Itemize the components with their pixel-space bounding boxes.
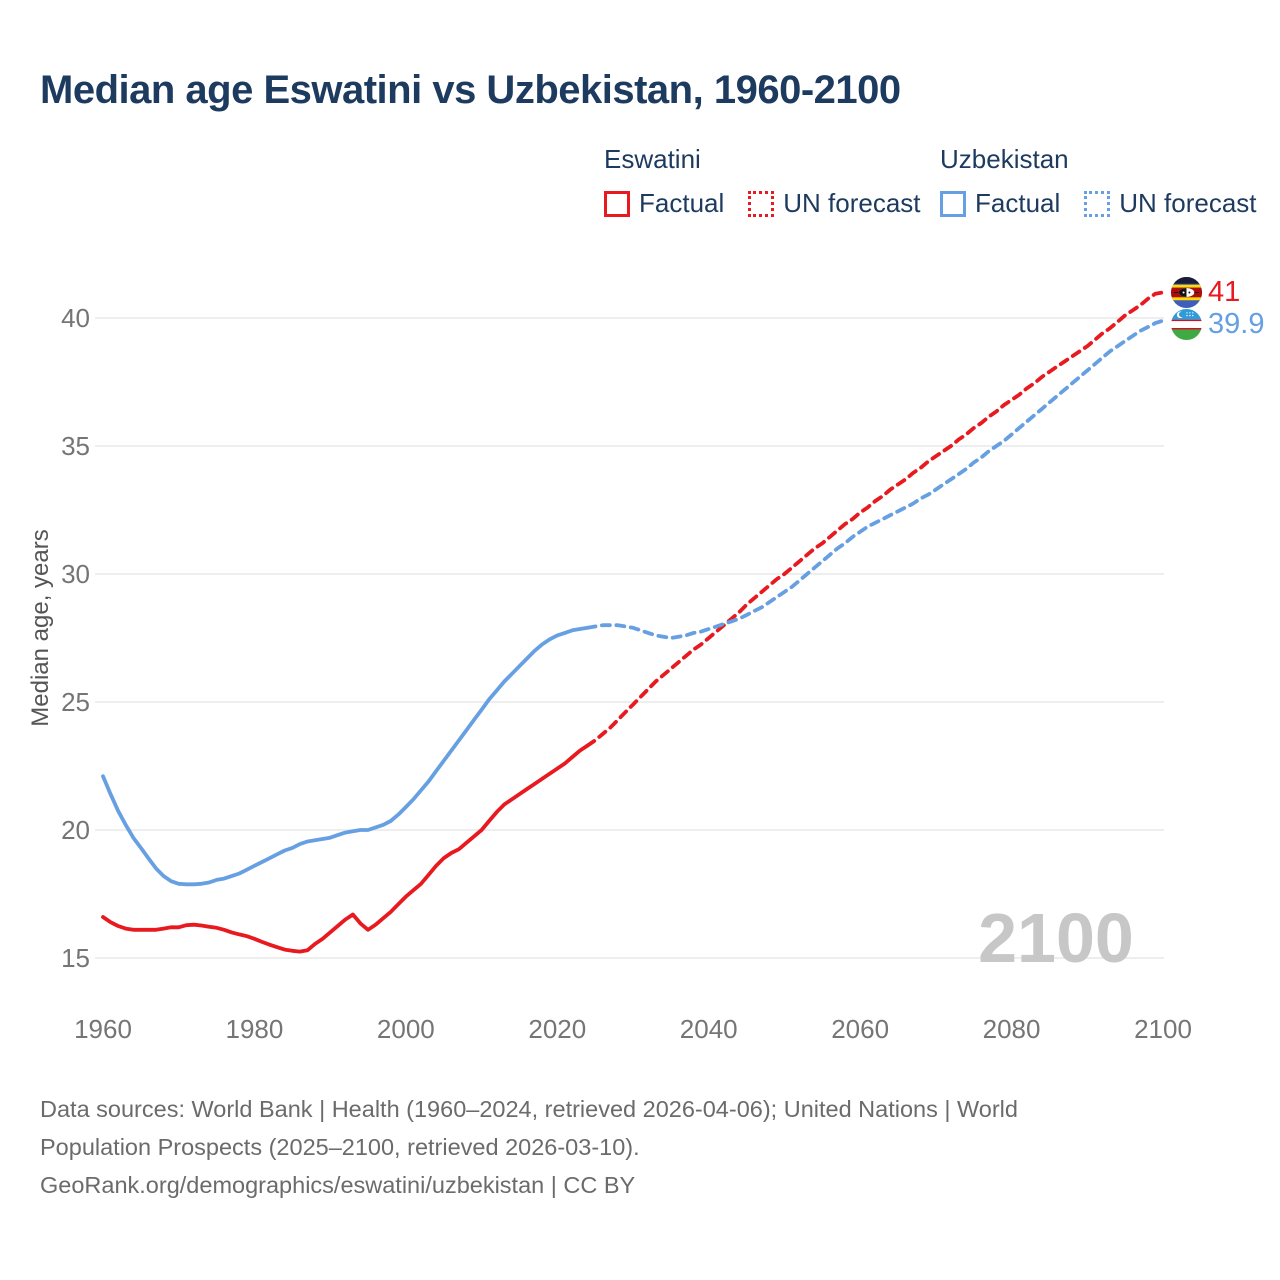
y-tick-label: 40 (61, 303, 90, 333)
y-tick-label: 25 (61, 687, 90, 717)
eswatini-forecast-swatch-icon (748, 190, 775, 217)
uzbekistan-end-value: 39.9 (1208, 308, 1265, 340)
footer-line-3: GeoRank.org/demographics/eswatini/uzbeki… (40, 1172, 636, 1198)
footer-line-2: Population Prospects (2025–2100, retriev… (40, 1134, 640, 1160)
series-uzbekistan-factual (101, 625, 590, 887)
legend-header-uzbekistan: Uzbekistan (940, 144, 1069, 174)
x-tick-label: 1980 (226, 1014, 284, 1044)
page-title: Median age Eswatini vs Uzbekistan, 1960-… (40, 68, 901, 112)
x-tick-label: 1960 (74, 1014, 132, 1044)
footer-line-1: Data sources: World Bank | Health (1960–… (40, 1096, 1018, 1122)
year-watermark: 2100 (978, 899, 1134, 977)
legend-label: Factual (975, 188, 1061, 218)
eswatini-end-value: 41 (1208, 276, 1241, 308)
series-eswatini-un-forecast (585, 290, 1165, 748)
x-tick-label: 2000 (377, 1014, 435, 1044)
y-axis-title: Median age, years (27, 529, 54, 726)
legend-group-eswatini: Eswatini Factual UN forecast (604, 144, 921, 219)
legend-label: Factual (639, 188, 725, 218)
legend-header-eswatini: Eswatini (604, 144, 701, 174)
legend-item-eswatini-factual: Factual (604, 188, 724, 219)
y-tick-label: 15 (61, 943, 90, 973)
legend-group-uzbekistan: Uzbekistan Factual UN forecast (940, 144, 1257, 219)
x-tick-label: 2040 (680, 1014, 738, 1044)
legend-item-eswatini-forecast: UN forecast (748, 188, 921, 219)
series-eswatini-factual (101, 743, 590, 954)
x-tick-label: 2100 (1134, 1014, 1192, 1044)
x-tick-label: 2080 (983, 1014, 1041, 1044)
legend-item-uzbekistan-forecast: UN forecast (1084, 188, 1257, 219)
eswatini-flag-icon (1171, 276, 1202, 308)
uzbekistan-flag-icon (1171, 308, 1202, 340)
eswatini-end-label: 41 (1171, 276, 1240, 308)
eswatini-factual-swatch-icon (604, 190, 630, 217)
legend-item-uzbekistan-factual: Factual (940, 188, 1060, 219)
uzbekistan-forecast-swatch-icon (1084, 190, 1111, 217)
legend-label: UN forecast (783, 188, 921, 218)
uzbekistan-end-label: 39.9 (1171, 308, 1264, 340)
y-tick-label: 30 (61, 559, 90, 589)
footer-attribution: Data sources: World Bank | Health (1960–… (40, 1090, 1200, 1204)
legend-label: UN forecast (1119, 188, 1257, 218)
uzbekistan-factual-swatch-icon (940, 190, 966, 217)
y-tick-label: 20 (61, 815, 90, 845)
y-tick-label: 35 (61, 431, 90, 461)
x-tick-label: 2060 (831, 1014, 889, 1044)
series-uzbekistan-un-forecast (585, 318, 1165, 640)
chart-legend: Eswatini Factual UN forecast Uzbekistan … (604, 144, 1264, 219)
x-tick-label: 2020 (528, 1014, 586, 1044)
